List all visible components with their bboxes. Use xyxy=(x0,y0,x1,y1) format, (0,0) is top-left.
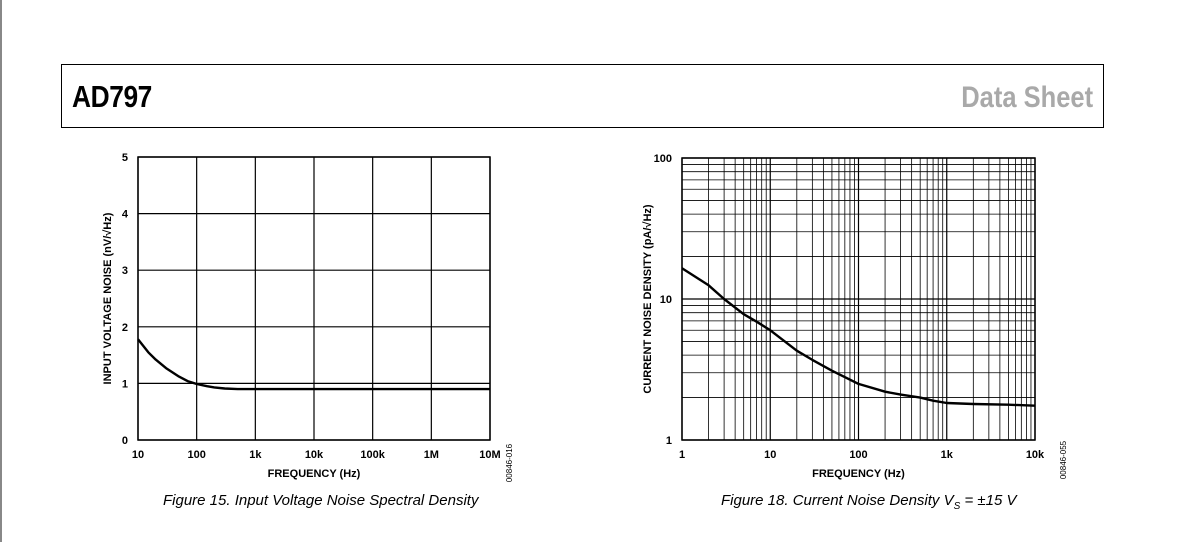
doc-type: Data Sheet xyxy=(961,81,1093,114)
part-number: AD797 xyxy=(72,79,152,114)
x-axis-label: FREQUENCY (Hz) xyxy=(268,468,361,480)
figure-id: 00846-055 xyxy=(1059,440,1068,479)
y-tick-label: 3 xyxy=(122,265,128,277)
x-axis-label: FREQUENCY (Hz) xyxy=(812,468,905,480)
figure-id: 00846-016 xyxy=(505,443,514,482)
x-tick-label: 1k xyxy=(941,449,954,461)
x-tick-label: 1M xyxy=(424,449,439,461)
y-tick-label: 10 xyxy=(660,294,672,306)
y-axis-label: INPUT VOLTAGE NOISE (nV/√Hz) xyxy=(102,212,114,384)
x-tick-label: 10 xyxy=(764,449,776,461)
y-tick-label: 1 xyxy=(122,378,128,390)
x-tick-label: 100 xyxy=(849,449,867,461)
series-line xyxy=(681,267,1036,407)
figure-18-caption-subscript: S xyxy=(953,501,961,512)
x-tick-label: 10 xyxy=(132,449,144,461)
series-line xyxy=(137,338,490,391)
x-tick-label: 10M xyxy=(479,449,500,461)
figure-15-caption: Figure 15. Input Voltage Noise Spectral … xyxy=(163,492,478,509)
x-tick-label: 100 xyxy=(187,449,205,461)
y-tick-label: 4 xyxy=(122,209,129,221)
x-tick-label: 100k xyxy=(360,449,385,461)
chart-2 xyxy=(681,157,1036,441)
page-edge xyxy=(0,0,2,542)
x-tick-label: 10k xyxy=(305,449,324,461)
chart-1 xyxy=(137,156,491,441)
plot-frame xyxy=(681,157,1036,441)
y-tick-label: 5 xyxy=(122,152,128,164)
y-tick-label: 0 xyxy=(122,435,128,447)
figure-15-caption-text: Figure 15. Input Voltage Noise Spectral … xyxy=(163,492,479,509)
x-tick-label: 1k xyxy=(249,449,262,461)
figure-18-caption-suffix: = ±15 V xyxy=(960,492,1017,509)
x-tick-label: 10k xyxy=(1026,449,1045,461)
y-tick-label: 2 xyxy=(122,322,128,334)
figure-18-caption: Figure 18. Current Noise Density VS = ±1… xyxy=(721,492,1016,512)
x-tick-label: 1 xyxy=(679,449,685,461)
y-tick-label: 1 xyxy=(666,435,672,447)
y-tick-label: 100 xyxy=(654,153,672,165)
plot-frame xyxy=(137,156,491,441)
figure-18-caption-text: Figure 18. Current Noise Density V xyxy=(721,492,954,509)
y-axis-label: CURRENT NOISE DENSITY (pA/√Hz) xyxy=(642,204,654,394)
page-header: AD797 Data Sheet xyxy=(61,64,1104,128)
